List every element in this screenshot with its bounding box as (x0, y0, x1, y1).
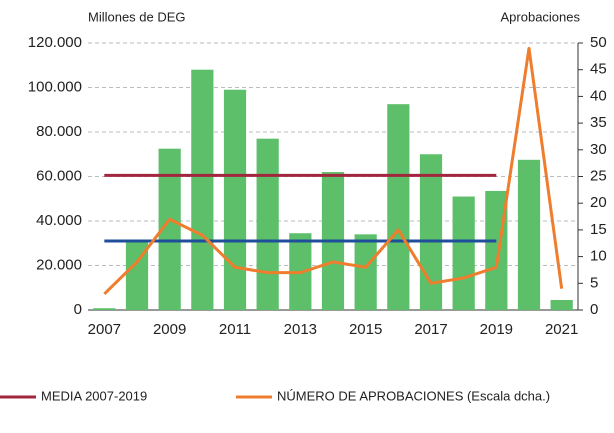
y2-tick-label: 40 (590, 87, 607, 104)
y2-tick-label: 20 (590, 194, 607, 211)
y-tick-label: 80.000 (36, 123, 82, 140)
y2-tick-label: 10 (590, 248, 607, 265)
y2-tick-label: 15 (590, 221, 607, 238)
bar (354, 234, 377, 310)
bar (158, 148, 181, 310)
y-tick-label: 100.000 (28, 78, 82, 95)
bar (387, 104, 410, 310)
y2-tick-label: 0 (590, 301, 598, 318)
x-tick-label: 2013 (284, 321, 317, 338)
bar (93, 308, 116, 310)
y-tick-label: 0 (74, 301, 82, 318)
bar (125, 241, 149, 310)
bar (256, 138, 279, 310)
x-tick-label: 2017 (414, 321, 447, 338)
x-tick-label: 2015 (349, 321, 382, 338)
y-tick-label: 20.000 (36, 256, 82, 273)
x-tick-label: 2011 (219, 321, 251, 338)
bar (517, 159, 541, 310)
x-tick-label: 2021 (545, 321, 578, 338)
bar (550, 299, 573, 310)
bar (223, 89, 247, 310)
bar (419, 154, 443, 310)
bar (452, 196, 475, 310)
y2-axis-label: Aprobaciones (501, 9, 581, 24)
y-tick-label: 40.000 (36, 212, 82, 229)
y-tick-label: 120.000 (28, 34, 82, 51)
y2-tick-label: 25 (590, 167, 607, 184)
bar (191, 69, 214, 310)
legend-label: MEDIA 2007-2019 (41, 388, 147, 403)
legend-label: NÚMERO DE APROBACIONES (Escala dcha.) (277, 388, 550, 403)
y2-tick-label: 35 (590, 114, 607, 131)
x-tick-label: 2009 (153, 321, 186, 338)
y2-tick-label: 45 (590, 61, 607, 78)
y2-tick-label: 5 (590, 274, 598, 291)
y2-tick-label: 50 (590, 34, 607, 51)
x-tick-label: 2019 (480, 321, 513, 338)
y-tick-label: 60.000 (36, 167, 82, 184)
line (103, 46, 564, 296)
y2-tick-label: 30 (590, 141, 607, 158)
x-tick-label: 2007 (88, 321, 121, 338)
y-axis-label: Millones de DEG (88, 9, 186, 24)
